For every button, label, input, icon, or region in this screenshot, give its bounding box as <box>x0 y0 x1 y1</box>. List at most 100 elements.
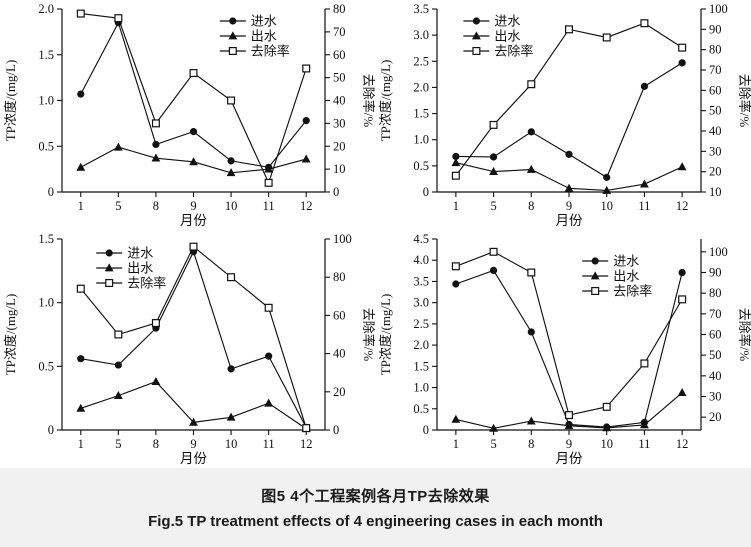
y-right-tick-label: 50 <box>333 71 346 85</box>
y-right-tick-label: 20 <box>709 410 722 424</box>
y-left-tick-label: 0.5 <box>413 402 429 416</box>
y-right-tick-label: 40 <box>333 94 346 108</box>
effluent-point <box>602 185 612 194</box>
y-right-tick-label: 50 <box>709 104 722 118</box>
y-right-tick-label: 70 <box>333 25 346 39</box>
removal-point <box>151 319 160 328</box>
x-tick-label: 1 <box>453 199 459 213</box>
x-tick-label: 12 <box>300 437 313 451</box>
x-tick-label: 8 <box>153 437 159 451</box>
influent-point <box>77 90 85 98</box>
y-left-axis-title: TP浓度/(mg/L) <box>378 60 393 142</box>
x-axis: 1 5 8 9 10 11 12 <box>78 430 313 451</box>
y-left-tick-label: 2.5 <box>413 317 429 331</box>
effluent-point <box>526 164 536 173</box>
removal-point <box>451 171 460 180</box>
removal-point <box>565 25 574 34</box>
y-left-tick-label: 1.5 <box>413 359 429 373</box>
legend-label: 去除率 <box>251 44 290 59</box>
effluent-point <box>228 31 238 40</box>
figure-caption-en: Fig.5 TP treatment effects of 4 engineer… <box>148 513 603 530</box>
influent-point <box>77 355 85 363</box>
y-right-tick-label: 60 <box>709 328 722 342</box>
series-circle <box>452 59 686 181</box>
series-circle <box>77 248 310 432</box>
removal-point <box>114 14 123 23</box>
y-axis-right: 20 30 40 50 60 70 80 90 100 <box>701 245 728 424</box>
y-right-tick-label: 60 <box>333 308 346 322</box>
y-left-tick-label: 1.0 <box>38 296 54 310</box>
effluent-point <box>189 157 198 166</box>
influent-point <box>527 328 535 336</box>
y-left-tick-label: 1.0 <box>413 381 429 395</box>
x-tick-label: 10 <box>600 199 613 213</box>
legend-label: 出水 <box>613 269 639 284</box>
y-axis-right: 0 20 40 60 80 100 <box>325 232 352 437</box>
y-right-tick-label: 100 <box>709 2 728 16</box>
influent-point <box>603 173 611 181</box>
y-axis-right: 0 10 20 30 40 50 60 70 80 <box>325 2 346 199</box>
y-right-tick-label: 70 <box>709 63 722 77</box>
x-tick-label: 1 <box>453 437 459 451</box>
effluent-point <box>226 168 236 177</box>
effluent-point <box>226 412 236 421</box>
figure-caption-zh: 图5 4个工程案例各月TP去除效果 <box>261 488 490 505</box>
y-right-tick-label: 60 <box>333 48 346 62</box>
effluent-point <box>301 154 311 163</box>
y-right-tick-label: 20 <box>709 165 722 179</box>
removal-point <box>602 402 611 411</box>
y-right-tick-label: 80 <box>709 43 722 57</box>
x-tick-label: 10 <box>225 437 238 451</box>
chart-grid: 0 0.5 1.0 1.5 2.0 0 10 20 30 40 50 60 70 80 1 5 8 9 10 11 12… <box>3 2 751 466</box>
influent-point <box>527 128 535 136</box>
x-tick-label: 8 <box>528 437 534 451</box>
x-tick-label: 12 <box>676 437 689 451</box>
removal-point <box>640 19 649 28</box>
y-left-tick-label: 3.0 <box>413 296 429 310</box>
legend-label: 出水 <box>127 261 153 276</box>
y-right-tick-label: 60 <box>709 83 722 97</box>
y-right-tick-label: 0 <box>333 423 339 437</box>
effluent-point <box>564 421 574 430</box>
y-left-tick-label: 3.5 <box>413 274 429 288</box>
influent-point <box>678 268 686 277</box>
removal-point <box>151 119 160 128</box>
y-axis-left: 0 0.5 1.0 1.5 2.0 2.5 3.0 3.5 4.0 4.5 <box>413 232 437 437</box>
y-right-tick-label: 80 <box>709 286 722 300</box>
x-tick-label: 8 <box>528 199 534 213</box>
removal-point <box>489 120 498 129</box>
x-axis: 1 5 8 9 10 11 12 <box>453 192 689 213</box>
series-square <box>76 242 311 433</box>
chart-case-1: 0 0.5 1.0 1.5 2.0 0 10 20 30 40 50 60 70 80 1 5 8 9 10 11 12… <box>3 2 375 228</box>
influent-point <box>565 150 573 158</box>
y-right-tick-label: 10 <box>709 185 722 199</box>
effluent-point <box>451 158 461 167</box>
x-tick-label: 11 <box>263 437 275 451</box>
y-left-tick-label: 1.5 <box>413 107 429 121</box>
effluent-point <box>264 398 274 407</box>
y-right-axis-title: 去除率/% <box>737 74 751 128</box>
legend-label: 去除率 <box>494 44 533 59</box>
y-right-tick-label: 40 <box>333 347 346 361</box>
effluent-point <box>104 263 114 272</box>
y-left-tick-label: 1.0 <box>38 94 54 108</box>
legend-label: 进水 <box>251 14 277 29</box>
effluent-point <box>677 162 687 171</box>
legend-label: 进水 <box>494 14 520 29</box>
effluent-point <box>489 423 498 432</box>
x-tick-label: 5 <box>490 437 496 451</box>
y-left-tick-label: 0 <box>423 185 429 199</box>
y-right-tick-label: 100 <box>709 245 728 259</box>
effluent-point <box>151 153 161 162</box>
removal-point <box>228 46 237 55</box>
x-tick-label: 12 <box>676 199 689 213</box>
y-left-tick-label: 4.5 <box>413 232 429 246</box>
removal-point <box>227 273 236 282</box>
y-right-axis-title: 去除率/% <box>737 308 751 362</box>
removal-point <box>76 9 85 18</box>
x-tick-label: 10 <box>600 437 613 451</box>
series-triangle <box>76 142 311 177</box>
